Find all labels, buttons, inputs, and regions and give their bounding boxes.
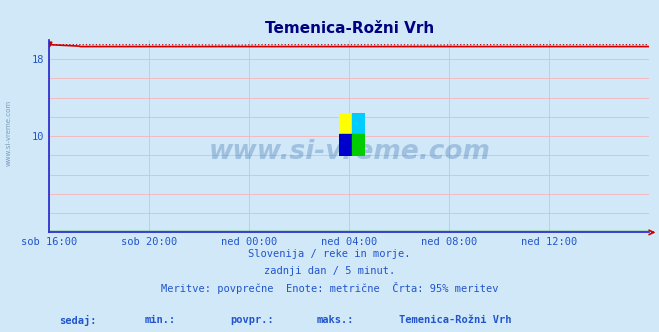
- Text: Slovenija / reke in morje.: Slovenija / reke in morje.: [248, 249, 411, 259]
- Text: Temenica-Rožni Vrh: Temenica-Rožni Vrh: [399, 315, 511, 325]
- Bar: [353, 113, 366, 134]
- Text: sedaj:: sedaj:: [59, 315, 97, 326]
- Text: povpr.:: povpr.:: [231, 315, 274, 325]
- Text: min.:: min.:: [145, 315, 176, 325]
- Bar: [353, 134, 366, 156]
- Text: maks.:: maks.:: [316, 315, 354, 325]
- Title: Temenica-Rožni Vrh: Temenica-Rožni Vrh: [265, 21, 434, 36]
- Text: www.si-vreme.com: www.si-vreme.com: [5, 100, 11, 166]
- Text: Meritve: povprečne  Enote: metrične  Črta: 95% meritev: Meritve: povprečne Enote: metrične Črta:…: [161, 282, 498, 294]
- Bar: [339, 134, 353, 156]
- Text: www.si-vreme.com: www.si-vreme.com: [208, 138, 490, 165]
- Text: zadnji dan / 5 minut.: zadnji dan / 5 minut.: [264, 266, 395, 276]
- Bar: [339, 113, 353, 134]
